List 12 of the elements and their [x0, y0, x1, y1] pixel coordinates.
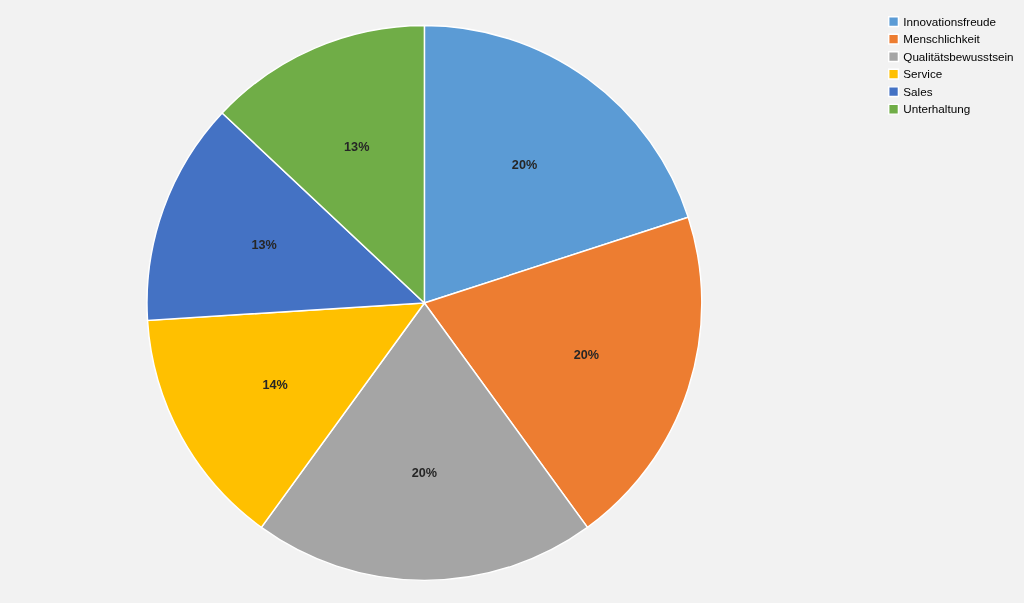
legend-label: Sales [903, 84, 933, 98]
legend-label: Innovationsfreude [903, 14, 997, 28]
legend-label: Qualitätsbewusstsein [903, 49, 1014, 63]
data-label: 20% [511, 158, 538, 173]
legend-label: Service [903, 67, 943, 81]
data-label: 20% [411, 466, 438, 481]
data-label: 13% [251, 238, 277, 253]
data-label: 14% [262, 377, 288, 392]
data-label: 20% [573, 348, 600, 363]
legend-label: Unterhaltung [903, 102, 971, 116]
data-label: 13% [344, 139, 370, 154]
legend-label: Menschlichkeit [903, 32, 981, 46]
